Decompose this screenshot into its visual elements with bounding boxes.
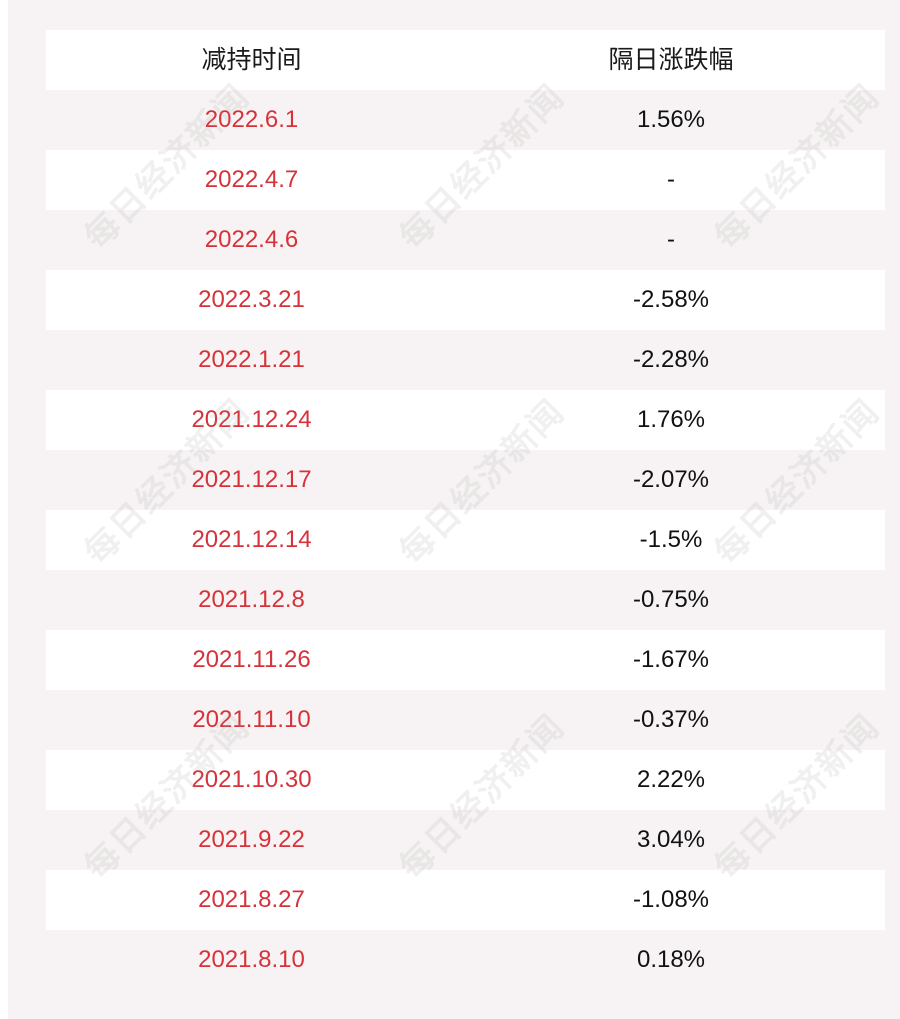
table-row: 2021.8.10 0.18%	[46, 930, 885, 990]
row-change: -1.08%	[632, 886, 710, 913]
header-change: 隔日涨跌幅	[608, 46, 734, 74]
row-change: -1.5%	[639, 526, 703, 553]
table-row: 2022.4.7 -	[46, 150, 885, 210]
row-date: 2022.4.7	[204, 166, 299, 193]
table-row: 2021.11.10 -0.37%	[46, 690, 885, 750]
row-change: -0.75%	[632, 586, 710, 613]
row-date: 2021.9.22	[198, 826, 305, 853]
row-date: 2021.11.10	[192, 706, 311, 733]
row-date: 2021.10.30	[191, 766, 312, 793]
row-change: -2.58%	[632, 286, 710, 313]
table-row: 2021.12.17 -2.07%	[46, 450, 885, 510]
row-change: -	[667, 166, 675, 193]
table-row: 2021.9.22 3.04%	[46, 810, 885, 870]
row-change: 3.04%	[636, 826, 706, 853]
row-date: 2021.11.26	[192, 646, 311, 673]
table-row: 2021.12.14 -1.5%	[46, 510, 885, 570]
table-row: 2021.12.24 1.76%	[46, 390, 885, 450]
table-header-row: 减持时间 隔日涨跌幅	[46, 30, 885, 90]
table-row: 2022.6.1 1.56%	[46, 90, 885, 150]
holding-reduction-table: 减持时间 隔日涨跌幅 2022.6.1 1.56% 2022.4.7-2022.4.…	[46, 30, 885, 990]
row-date: 2022.3.21	[198, 286, 305, 313]
row-change: 1.56%	[636, 106, 706, 133]
row-date: 2022.1.21	[198, 346, 305, 373]
row-change: 0.18%	[636, 946, 706, 973]
table-row: 2021.8.27 -1.08%	[46, 870, 885, 930]
table-body: 2022.6.1 1.56% 2022.4.7 - 2022.4.6 - 2022.3.21…	[46, 90, 885, 990]
row-change: -1.67%	[632, 646, 710, 673]
table-row: 2021.10.30 2.22%	[46, 750, 885, 810]
content-panel: 减持时间 隔日涨跌幅 2022.6.1 1.56% 2022.4.7-2022.4.…	[8, 0, 900, 1019]
table-row: 2022.1.21 -2.28%	[46, 330, 885, 390]
header-date: 减持时间	[201, 46, 302, 74]
table-row: 2021.12.8 -0.75%	[46, 570, 885, 630]
row-change: -2.07%	[632, 466, 710, 493]
row-date: 2022.4.6	[204, 226, 299, 253]
table-row: 2022.3.21 -2.58%	[46, 270, 885, 330]
row-change: -0.37%	[632, 706, 710, 733]
row-change: -	[667, 226, 675, 253]
row-date: 2021.8.27	[198, 886, 305, 913]
row-date: 2021.12.8	[198, 586, 305, 613]
row-change: -2.28%	[632, 346, 710, 373]
row-change: 2.22%	[636, 766, 706, 793]
row-change: 1.76%	[636, 406, 706, 433]
row-date: 2021.12.17	[191, 466, 312, 493]
row-date: 2022.6.1	[204, 106, 299, 133]
table-row: 2021.11.26 -1.67%	[46, 630, 885, 690]
row-date: 2021.8.10	[198, 946, 305, 973]
table-row: 2022.4.6 -	[46, 210, 885, 270]
row-date: 2021.12.24	[191, 406, 312, 433]
row-date: 2021.12.14	[191, 526, 312, 553]
